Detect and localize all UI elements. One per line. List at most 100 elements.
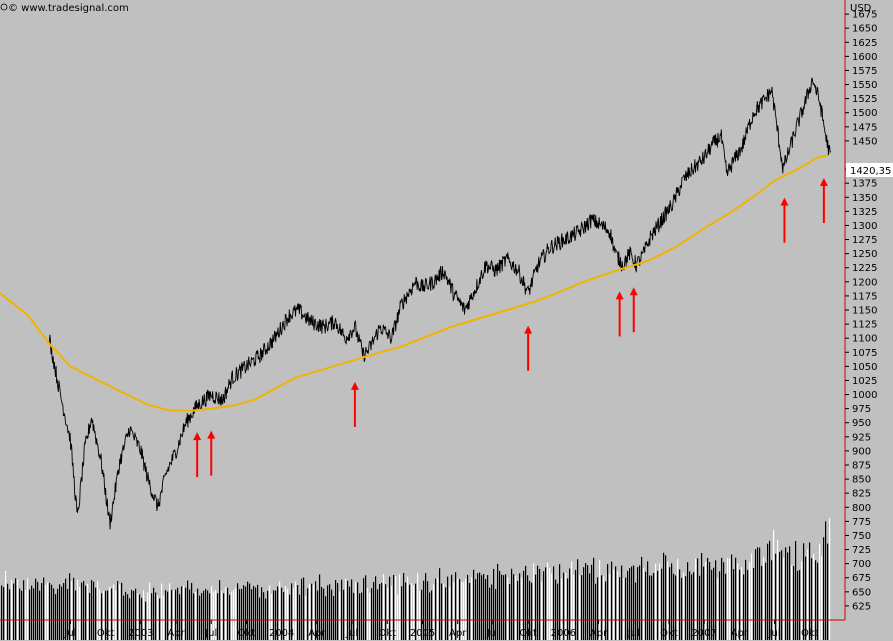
volume-bar — [101, 593, 103, 640]
volume-bar — [301, 578, 303, 640]
volume-bar — [823, 537, 825, 640]
volume-bar — [579, 575, 581, 640]
volume-bar — [697, 558, 699, 640]
volume-bar — [815, 560, 817, 640]
volume-bar — [345, 578, 347, 640]
volume-bar — [539, 568, 541, 640]
volume-bar — [503, 575, 505, 640]
volume-bar — [185, 587, 187, 640]
volume-bar — [89, 592, 91, 640]
volume-bar — [461, 581, 463, 640]
volume-bar — [683, 572, 685, 640]
volume-bar — [399, 573, 401, 640]
copyright-icon — [0, 3, 8, 11]
volume-bar — [645, 571, 647, 640]
volume-bar — [17, 579, 19, 640]
volume-bar — [265, 598, 267, 640]
volume-bar — [9, 589, 11, 640]
volume-bar — [203, 590, 205, 640]
volume-bar — [197, 588, 199, 640]
volume-bar — [169, 583, 171, 640]
volume-bar — [161, 583, 163, 640]
volume-bar — [549, 567, 551, 640]
volume-bar — [397, 594, 399, 640]
volume-bar — [253, 585, 255, 640]
volume-bar — [795, 541, 797, 640]
volume-bar — [245, 586, 247, 640]
volume-bar — [401, 586, 403, 640]
y-tick-label: 1600 — [852, 52, 877, 63]
volume-bar — [55, 594, 57, 640]
y-tick-label: 1175 — [852, 291, 877, 302]
volume-bar — [671, 563, 673, 640]
volume-bar — [123, 595, 125, 640]
y-tick-label: 1150 — [852, 306, 877, 317]
y-tick-label: 625 — [852, 601, 871, 612]
volume-bar — [651, 575, 653, 640]
volume-bar — [241, 588, 243, 640]
x-tick-label: Jul — [204, 628, 217, 639]
volume-bar — [821, 556, 823, 640]
volume-bar — [259, 597, 261, 640]
x-tick-label: Okt — [519, 628, 537, 639]
y-tick-label: 1300 — [852, 221, 877, 232]
volume-bar — [629, 568, 631, 640]
x-tick-label: Jul — [486, 628, 499, 639]
volume-bar — [779, 551, 781, 640]
volume-bar — [809, 542, 811, 640]
volume-bar — [625, 577, 627, 640]
volume-bar — [531, 582, 533, 640]
volume-bar — [743, 574, 745, 640]
volume-bar — [107, 590, 109, 640]
volume-bar — [403, 572, 405, 640]
volume-bar — [611, 561, 613, 640]
volume-bar — [457, 579, 459, 640]
volume-bar — [335, 580, 337, 640]
volume-bar — [291, 583, 293, 640]
volume-bar — [307, 588, 309, 640]
volume-bar — [603, 576, 605, 640]
volume-bar — [561, 578, 563, 640]
volume-bar — [507, 577, 509, 640]
volume-bar — [323, 588, 325, 640]
x-tick-label: Apr — [449, 628, 467, 639]
volume-bar — [163, 595, 165, 640]
y-tick-label: 1525 — [852, 94, 877, 105]
volume-bar — [69, 573, 71, 640]
volume-bar — [599, 559, 601, 640]
volume-bar — [605, 581, 607, 640]
volume-bar — [471, 577, 473, 640]
volume-bar — [803, 543, 805, 640]
volume-bar — [153, 587, 155, 640]
volume-bar — [509, 584, 511, 640]
volume-bar — [721, 557, 723, 640]
buy-signal-arrow — [193, 432, 202, 478]
volume-bar — [783, 557, 785, 640]
volume-bar — [223, 593, 225, 640]
volume-bar — [87, 583, 89, 640]
volume-bar — [129, 598, 131, 640]
volume-bar — [425, 573, 427, 640]
volume-bar — [505, 574, 507, 640]
x-tick-label: 2007 — [691, 628, 716, 639]
volume-bar — [339, 591, 341, 640]
volume-bar — [255, 587, 257, 640]
volume-bar — [591, 564, 593, 640]
volume-bar — [305, 595, 307, 640]
volume-bar — [321, 586, 323, 640]
volume-bar — [619, 577, 621, 640]
volume-bar — [709, 562, 711, 640]
volume-bar — [453, 581, 455, 640]
volume-bar — [713, 567, 715, 640]
y-tick-label: 1350 — [852, 193, 877, 204]
volume-bar — [187, 580, 189, 640]
volume-bar — [145, 601, 147, 640]
volume-bar — [83, 581, 85, 640]
volume-bar — [741, 567, 743, 640]
volume-bar — [589, 573, 591, 640]
volume-bar — [315, 581, 317, 640]
volume-bar — [701, 552, 703, 640]
volume-bar — [463, 582, 465, 640]
